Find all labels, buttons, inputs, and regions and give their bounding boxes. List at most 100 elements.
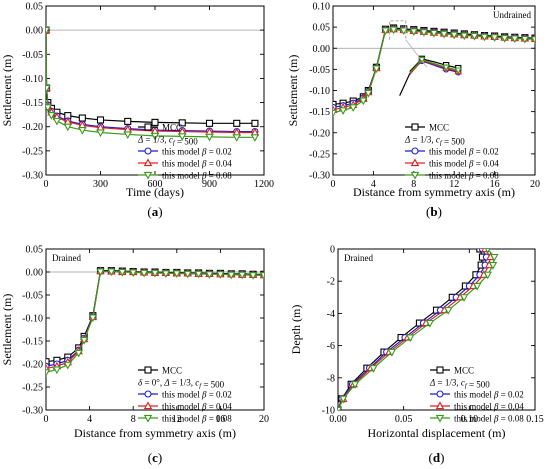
data-point (107, 268, 116, 277)
data-point (161, 270, 171, 278)
y-tick-label: -0.20 (309, 128, 330, 139)
legend-marker (144, 390, 152, 398)
data-point (369, 365, 378, 373)
panel-annotation: Drained (52, 253, 81, 263)
y-axis-label: Settlement (m) (0, 55, 14, 127)
data-point (480, 33, 489, 42)
legend-marker (410, 158, 420, 167)
y-tick-label: -0.25 (22, 383, 43, 394)
inset-line-1 (409, 60, 459, 75)
data-point (88, 314, 98, 323)
data-point (46, 104, 53, 112)
legend-marker (143, 401, 153, 410)
legend-marker (143, 158, 153, 167)
data-point (205, 133, 214, 142)
y-tick-label: -0.10 (22, 74, 43, 85)
inset-point (454, 67, 463, 75)
y-tick-label: -2 (327, 277, 335, 288)
data-point (364, 89, 373, 98)
data-point (150, 132, 160, 141)
zoom-leader (405, 39, 428, 68)
legend-marker (144, 123, 152, 131)
legend-label: this model β = 0.04 (162, 402, 232, 412)
data-point (387, 348, 397, 357)
data-point (63, 361, 73, 370)
legend-label: this model β = 0.02 (162, 147, 232, 157)
data-point (123, 131, 132, 140)
data-point (96, 129, 105, 138)
x-tick-label: 1200 (254, 179, 274, 190)
data-point (52, 117, 62, 126)
legend-marker (410, 171, 420, 180)
legend-header: Δ = 1/3, cf = 500 (429, 378, 490, 390)
data-point (419, 29, 429, 37)
data-point (178, 133, 187, 141)
legend-label: this model β = 0.04 (162, 159, 232, 169)
data-point (79, 336, 89, 345)
panel-d: 0 -2 -4 -6 -8 -100.00 0.05 0.10 0.15 Horizontal d… (289, 245, 544, 466)
x-tick-label: 16 (490, 179, 500, 190)
data-point (500, 35, 509, 43)
x-tick-label: 8 (131, 414, 136, 425)
x-tick-label: 0.00 (329, 414, 347, 425)
data-point (63, 123, 73, 132)
legend-label: this model β = 0.08 (162, 414, 232, 424)
data-point (429, 29, 439, 38)
data-point (118, 268, 127, 277)
legend-marker (436, 366, 444, 374)
y-tick-label: 0.05 (26, 245, 44, 256)
panel-caption: (c) (148, 450, 162, 465)
x-tick-label: 4 (87, 414, 92, 425)
plot-area (46, 25, 260, 142)
data-point (381, 27, 390, 36)
data-point (460, 32, 469, 41)
data-point (46, 27, 51, 35)
data-point (338, 406, 343, 410)
series-line-3 (46, 30, 255, 138)
x-tick-label: 0.10 (461, 414, 479, 425)
data-point (472, 282, 482, 291)
panel-a: 0.05 0.00 -0.05 -0.10 -0.15 -0.20 -0.25 -0.300 3… (0, 2, 274, 220)
y-tick-label: 0.00 (26, 26, 44, 37)
legend-label: this model β = 0.04 (429, 159, 499, 169)
legend-label: this model β = 0.02 (162, 390, 232, 400)
plot-frame (45, 248, 265, 411)
x-tick-label: 20 (259, 414, 269, 425)
legend-label: MCC (162, 123, 182, 133)
y-tick-label: -0.25 (309, 149, 330, 160)
legend-label: this model β = 0.08 (429, 171, 499, 181)
data-point (439, 30, 449, 39)
data-point (46, 369, 51, 377)
data-point (490, 253, 499, 262)
data-point (250, 134, 260, 142)
data-point (52, 366, 62, 375)
data-point (470, 32, 479, 41)
data-point (530, 36, 535, 44)
data-point (444, 307, 453, 315)
data-point (348, 104, 358, 112)
legend-marker (436, 390, 444, 398)
data-point (227, 271, 236, 280)
panel-annotation: Drained (344, 253, 373, 263)
data-point (459, 294, 469, 302)
x-tick-label: 4 (371, 179, 376, 190)
data-point (128, 269, 138, 278)
plot-frame (337, 248, 536, 411)
y-tick-label: -0.05 (309, 65, 330, 76)
data-point (124, 117, 132, 125)
x-tick-label: 20 (530, 179, 540, 190)
data-point (96, 116, 105, 124)
x-tick-label: 0 (44, 414, 49, 425)
zoom-bracket (388, 20, 407, 40)
series-line-1 (46, 30, 255, 133)
data-point (488, 261, 498, 270)
x-axis-label: Distance from symmetry axis (m) (74, 426, 236, 440)
legend-label: MCC (429, 123, 449, 133)
data-point (333, 109, 338, 118)
data-point (389, 26, 398, 35)
data-point (359, 97, 368, 106)
